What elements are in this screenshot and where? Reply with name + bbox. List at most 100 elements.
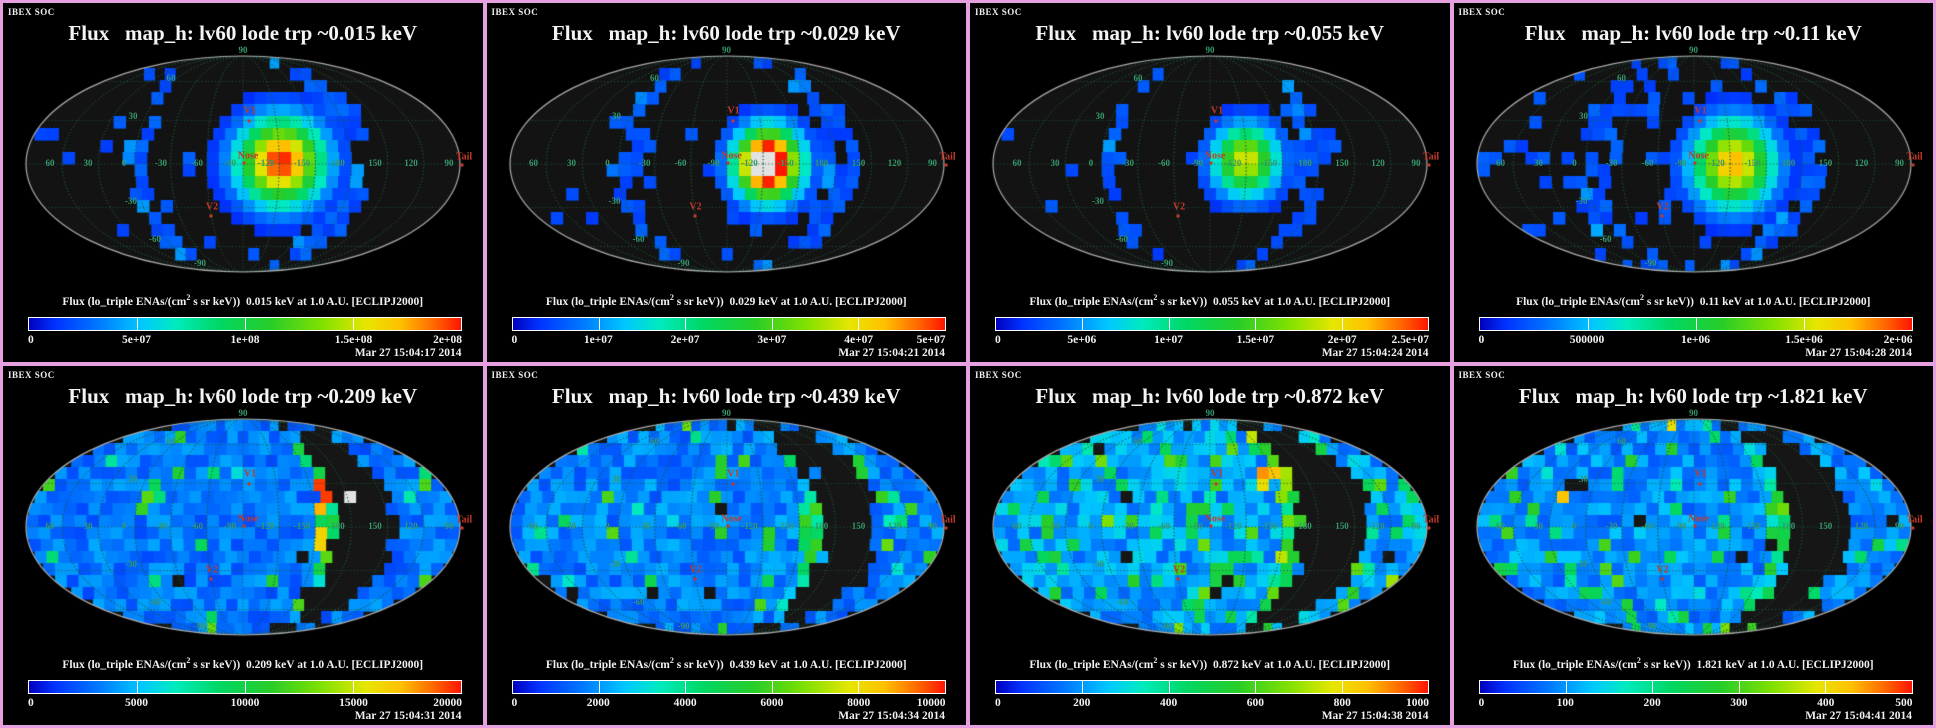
longitude-grid-label: 90 [928, 521, 937, 531]
latitude-grid-label: 90 [1689, 45, 1698, 55]
longitude-grid-label: 180 [1781, 521, 1796, 531]
colorbar [995, 317, 1429, 331]
latitude-grid-label: -90 [1161, 258, 1173, 268]
latitude-grid-label: 60 [166, 436, 176, 446]
longitude-grid-label: -30 [1122, 158, 1134, 168]
longitude-grid-label: -60 [191, 158, 203, 168]
skymap: 90 60 30 -30 -60 -90 60 30 0 -30 -60 -90 -120 -150 180… [3, 366, 483, 666]
direction-marker-label: V1 [727, 468, 740, 480]
skymap-canvas [486, 3, 966, 303]
longitude-grid-label: 180 [331, 158, 345, 168]
latitude-grid-label: -90 [194, 258, 206, 268]
direction-marker-label: V2 [689, 564, 702, 576]
flux-caption-suffix: keV at 1.0 A.U. [ECLIPJ2000] [1719, 295, 1871, 308]
flux-map-panel: IBEX SOCFlux map_h: lv60 lode trp ~0.209… [3, 366, 483, 725]
longitude-grid-label: 60 [45, 158, 55, 168]
colorbar-tick-label: 500 [1895, 697, 1913, 709]
latitude-grid-label: 60 [1133, 73, 1143, 83]
direction-marker-dot [726, 524, 729, 528]
longitude-grid-label: -30 [1605, 521, 1618, 531]
direction-marker-label: V1 [727, 105, 740, 117]
flux-caption-units: Flux (lo_triple ENAs/(cm [1029, 295, 1154, 308]
longitude-grid-label: -120 [1708, 521, 1725, 531]
direction-marker-dot [1660, 214, 1663, 218]
colorbar-tick-label: 2000 [586, 697, 610, 709]
longitude-grid-label: -30 [155, 158, 167, 168]
flux-caption-exponent: 2 [669, 293, 674, 302]
longitude-grid-label: -90 [707, 158, 720, 168]
longitude-grid-label: 0 [1088, 158, 1094, 168]
direction-marker-dot [1214, 482, 1218, 486]
flux-caption: Flux (lo_triple ENAs/(cm2 s sr keV)) 0.1… [1454, 293, 1934, 308]
colorbar-tick-label: 4000 [673, 697, 697, 709]
direction-marker-label: Tail [939, 514, 956, 526]
flux-caption-exponent: 2 [1636, 656, 1641, 665]
colorbar-tick [1255, 318, 1257, 330]
skymap-canvas [486, 366, 966, 666]
longitude-grid-label: -60 [1158, 158, 1170, 168]
colorbar-tick-label: 0 [511, 334, 518, 346]
direction-marker-label: V1 [243, 105, 257, 117]
latitude-grid-label: -60 [632, 234, 645, 244]
longitude-grid-label: -60 [1158, 521, 1170, 531]
direction-marker-dot [242, 161, 246, 165]
colorbar-tick [1168, 318, 1170, 330]
colorbar-tick-label: 2e+07 [670, 334, 700, 346]
longitude-grid-label: 0 [605, 158, 610, 168]
direction-marker-dot [460, 163, 464, 167]
longitude-grid-label: 90 [1895, 158, 1904, 168]
skymap-canvas [3, 366, 483, 666]
skymap: 90 60 30 -30 -60 -90 60 30 0 -30 -60 -90 -120 -150 180… [3, 3, 483, 303]
colorbar-tick-label: 800 [1333, 697, 1351, 709]
latitude-grid-label: -90 [1161, 621, 1173, 631]
longitude-grid-label: -30 [1122, 521, 1134, 531]
flux-caption-suffix: keV at 1.0 A.U. [ECLIPJ2000] [1722, 658, 1874, 671]
colorbar-tick-labels: 0 5e+07 1e+08 1.5e+08 2e+08 [28, 334, 462, 347]
flux-caption: Flux (lo_triple ENAs/(cm2 s sr keV)) 0.2… [3, 656, 483, 671]
colorbar-tick-label: 100 [1556, 697, 1574, 709]
colorbar-tick [771, 318, 773, 330]
latitude-grid-label: 60 [650, 73, 659, 83]
flux-caption-suffix: keV at 1.0 A.U. [ECLIPJ2000] [1238, 658, 1391, 671]
timestamp: Mar 27 15:04:21 2014 [838, 347, 945, 359]
flux-caption-suffix: keV at 1.0 A.U. [ECLIPJ2000] [755, 295, 907, 308]
latitude-grid-label: -30 [125, 196, 137, 206]
colorbar-tick [858, 318, 860, 330]
longitude-grid-label: -60 [674, 158, 687, 168]
longitude-grid-label: 0 [1572, 521, 1577, 531]
flux-caption: Flux (lo_triple ENAs/(cm2 s sr keV)) 0.0… [3, 293, 483, 308]
longitude-grid-label: 180 [814, 158, 829, 168]
longitude-grid-label: 150 [1818, 521, 1833, 531]
colorbar-tick-label: 6000 [760, 697, 784, 709]
colorbar-tick [353, 681, 354, 693]
direction-marker-dot [247, 482, 251, 486]
longitude-grid-label: 30 [567, 521, 576, 531]
latitude-grid-label: -30 [608, 559, 621, 569]
longitude-grid-label: 150 [1335, 521, 1349, 531]
colorbar-tick [685, 681, 687, 693]
colorbar-tick-label: 0 [28, 697, 34, 709]
flux-caption-energy: 0.015 [246, 295, 272, 308]
colorbar-tick [137, 318, 138, 330]
timestamp: Mar 27 15:04:38 2014 [1321, 710, 1429, 722]
longitude-grid-label: -120 [257, 521, 275, 531]
longitude-grid-label: -120 [1224, 158, 1242, 168]
colorbar-tick [1565, 681, 1567, 693]
latitude-grid-label: 90 [1205, 408, 1215, 418]
flux-map-panel: IBEX SOCFlux map_h: lv60 lode trp ~0.11 … [1453, 3, 1934, 362]
flux-caption-energy: 0.439 [729, 658, 756, 671]
longitude-grid-label: -120 [741, 158, 758, 168]
longitude-grid-label: 150 [368, 521, 382, 531]
direction-marker-dot [1660, 577, 1663, 581]
colorbar-tick-label: 10000 [230, 697, 260, 709]
direction-marker-dot [1698, 482, 1701, 486]
direction-marker-dot [731, 119, 734, 123]
skymap: 90 60 30 -30 -60 -90 60 30 0 -30 -60 -90 -120 -150 180… [1453, 366, 1933, 666]
colorbar [511, 680, 946, 694]
colorbar-tick [1652, 681, 1654, 693]
latitude-grid-label: -90 [1644, 258, 1657, 268]
longitude-grid-label: 60 [1012, 158, 1022, 168]
direction-marker-label: V2 [689, 201, 702, 213]
latitude-grid-label: 30 [128, 474, 138, 484]
longitude-grid-label: -30 [638, 521, 651, 531]
